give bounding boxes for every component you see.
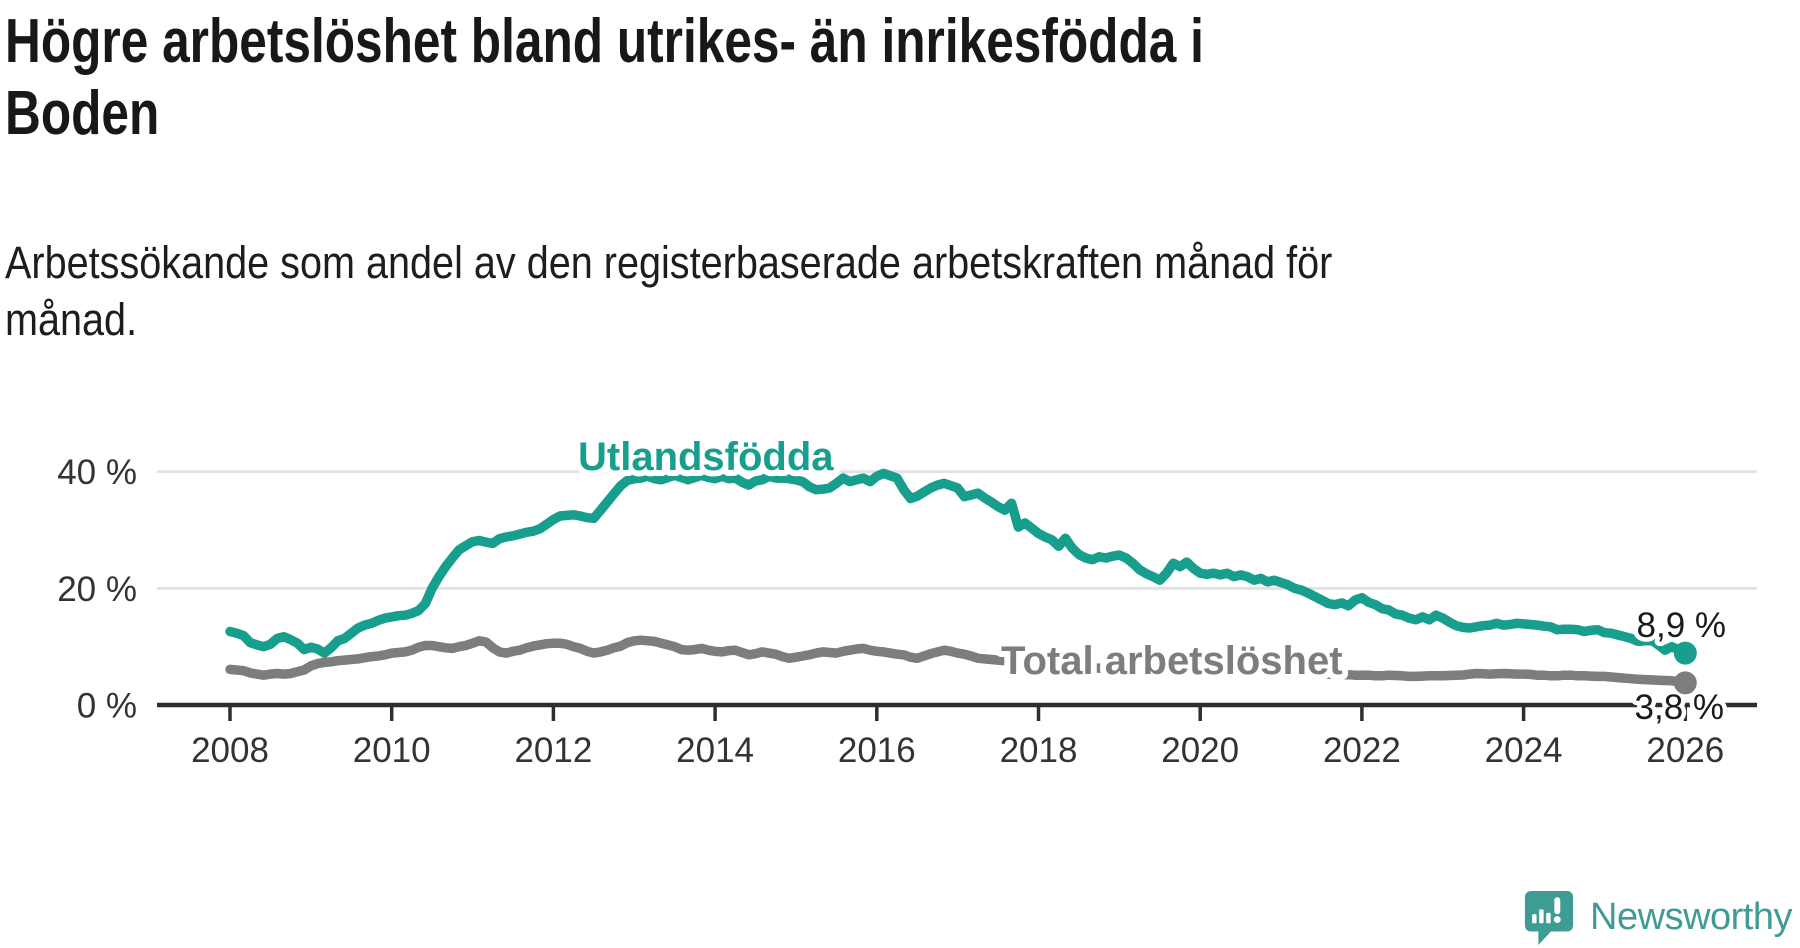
axis-tick-labels: 2008 2010 2012 2014 2016 2018 2020 2022 2024 2026… — [57, 453, 1724, 770]
end-value-label-total: 3,8 % — [1635, 688, 1725, 727]
series-label-utlandsfodda: Utlandsfödda — [578, 435, 834, 479]
subtitle-line-2: månad. — [5, 294, 138, 345]
y-tick-label-0: 0 % — [77, 687, 137, 726]
bar-icon-medium — [1546, 912, 1551, 924]
title-line-2: Boden — [5, 79, 160, 148]
gridlines — [157, 470, 1757, 590]
chart-subtitle: Arbetssökande som andel av den registerb… — [5, 234, 1332, 348]
x-tick-label-2026: 2026 — [1646, 731, 1724, 770]
newsworthy-logo-icon — [1524, 891, 1574, 945]
y-tick-label-40: 40 % — [57, 453, 137, 492]
x-tick-label-2022: 2022 — [1323, 731, 1401, 770]
x-tick-label-2024: 2024 — [1485, 731, 1563, 770]
exclamation-bar-icon — [1554, 897, 1561, 915]
bar-icon-tall — [1539, 909, 1544, 924]
newsworthy-logo: Newsworthy — [1522, 888, 1792, 948]
logo-text: Newsworthy — [1590, 896, 1792, 938]
series-label-total-arbetsloshet: Total arbetslöshet — [1001, 639, 1343, 683]
end-dot-series-1 — [1673, 641, 1697, 665]
x-tick-label-2018: 2018 — [1000, 731, 1078, 770]
end-dot-series-0 — [1673, 671, 1697, 695]
line-series-1 — [225, 468, 1691, 658]
x-tick-label-2010: 2010 — [353, 731, 431, 770]
x-tick-label-2012: 2012 — [514, 731, 592, 770]
x-tick-label-2016: 2016 — [838, 731, 916, 770]
bar-icon-short — [1532, 914, 1537, 924]
subtitle-line-1: Arbetssökande som andel av den registerb… — [5, 237, 1333, 288]
x-tick-label-2008: 2008 — [191, 731, 269, 770]
x-tick-label-2020: 2020 — [1161, 731, 1239, 770]
line-series-0 — [225, 635, 1691, 688]
x-axis — [157, 702, 1757, 721]
data-lines — [225, 468, 1691, 688]
title-line-1: Högre arbetslöshet bland utrikes- än inr… — [5, 7, 1204, 76]
line-end-dots — [1673, 641, 1697, 695]
exclamation-dot-icon — [1553, 916, 1561, 924]
x-tick-label-2014: 2014 — [676, 731, 754, 770]
page-title: Högre arbetslöshet bland utrikes- än inr… — [5, 6, 1204, 150]
end-value-label-utlandsfodda: 8,9 % — [1637, 606, 1727, 645]
y-tick-label-20: 20 % — [57, 570, 137, 609]
